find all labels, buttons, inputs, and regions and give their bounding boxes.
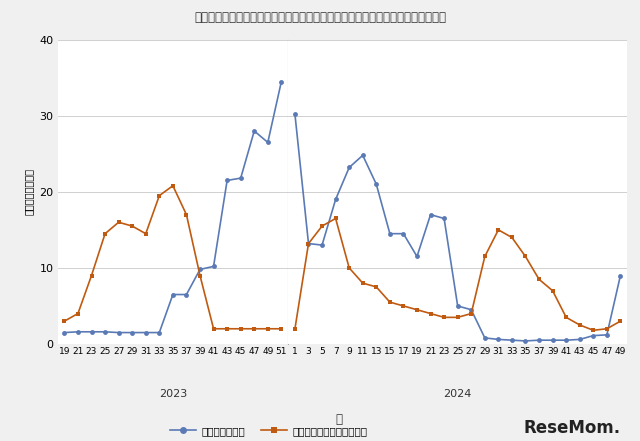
Text: ReseMom.: ReseMom. — [524, 419, 621, 437]
Text: 週: 週 — [336, 413, 342, 426]
Legend: インフルエンザ, 新型コロナウイルス感染症: インフルエンザ, 新型コロナウイルス感染症 — [166, 422, 371, 440]
Text: 2023: 2023 — [159, 389, 187, 399]
Text: インフルエンザと新型コロナウイルス感染症の定点当たり報告数の推移（全国）: インフルエンザと新型コロナウイルス感染症の定点当たり報告数の推移（全国） — [194, 11, 446, 24]
Y-axis label: 定点当たり報告数: 定点当たり報告数 — [24, 168, 34, 215]
Text: 2024: 2024 — [444, 389, 472, 399]
